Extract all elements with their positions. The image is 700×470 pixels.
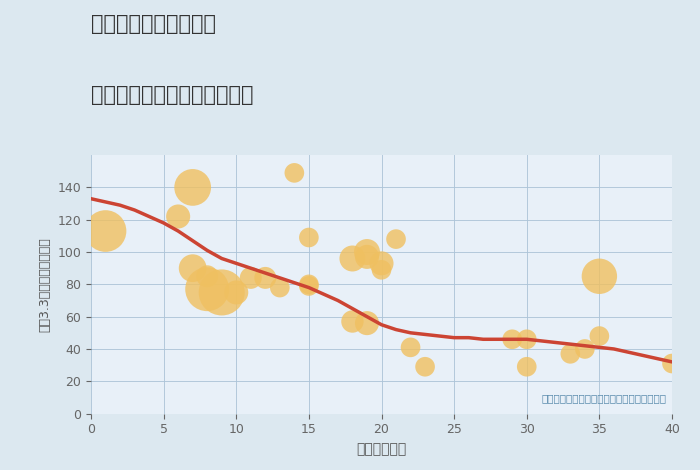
- Point: [303, 234, 314, 241]
- Point: [419, 363, 430, 370]
- Point: [521, 336, 532, 343]
- Text: 円の大きさは、取引のあった物件面積を示す: 円の大きさは、取引のあった物件面積を示す: [541, 393, 666, 403]
- Point: [260, 274, 271, 282]
- Text: 築年数別中古マンション価格: 築年数別中古マンション価格: [91, 85, 253, 105]
- Point: [274, 284, 286, 291]
- Point: [361, 320, 372, 327]
- Point: [521, 363, 532, 370]
- Point: [594, 273, 605, 280]
- Point: [580, 345, 591, 352]
- X-axis label: 築年数（年）: 築年数（年）: [356, 442, 407, 456]
- Point: [202, 285, 213, 293]
- Point: [303, 282, 314, 290]
- Point: [346, 255, 358, 262]
- Point: [172, 213, 183, 220]
- Point: [391, 235, 402, 243]
- Point: [231, 289, 242, 296]
- Point: [361, 248, 372, 256]
- Point: [361, 253, 372, 261]
- Point: [245, 274, 256, 282]
- Point: [507, 336, 518, 343]
- Point: [376, 259, 387, 267]
- Point: [666, 360, 678, 367]
- Point: [303, 281, 314, 288]
- Point: [376, 266, 387, 274]
- Point: [565, 350, 576, 358]
- Point: [100, 227, 111, 235]
- Point: [346, 318, 358, 325]
- Point: [289, 169, 300, 177]
- Point: [405, 344, 416, 351]
- Point: [594, 332, 605, 340]
- Text: 奈良県奈良市高樋町の: 奈良県奈良市高樋町の: [91, 14, 216, 34]
- Y-axis label: 坪（3.3㎡）単価（万円）: 坪（3.3㎡）単価（万円）: [38, 237, 52, 332]
- Point: [216, 289, 228, 296]
- Point: [187, 265, 198, 272]
- Point: [187, 184, 198, 191]
- Point: [202, 273, 213, 280]
